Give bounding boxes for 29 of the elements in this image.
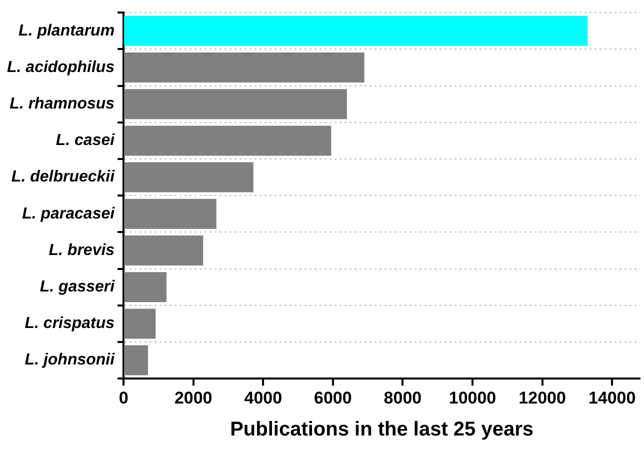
x-tick-label: 12000	[518, 388, 566, 408]
bar	[124, 235, 204, 266]
y-tick-label: L. plantarum	[18, 22, 115, 40]
y-tick-label: L. brevis	[48, 242, 115, 259]
y-tick-label: L. casei	[56, 132, 116, 150]
bar	[124, 126, 332, 156]
x-tick-label: 8000	[384, 388, 422, 408]
x-tick-label: 14000	[588, 388, 636, 408]
bar	[124, 198, 216, 229]
y-tick-label: L. rhamnosus	[10, 96, 115, 113]
y-tick-label: L. acidophilus	[7, 58, 115, 76]
y-tick-label: L. crispatus	[24, 315, 115, 332]
x-tick-label: 0	[118, 388, 128, 408]
bar	[124, 272, 166, 302]
x-axis-title: Publications in the last 25 years	[230, 418, 534, 441]
x-tick-label: 4000	[244, 388, 282, 408]
x-tick-label: 6000	[314, 388, 352, 408]
bar	[124, 162, 254, 192]
bar	[124, 345, 148, 376]
bar	[124, 16, 588, 46]
bar	[124, 308, 156, 339]
y-tick-label: L. gasseri	[40, 278, 116, 296]
y-tick-label: L. delbrueckii	[11, 168, 116, 186]
x-tick-label: 2000	[174, 388, 212, 408]
bar	[124, 89, 347, 120]
y-tick-label: L. paracasei	[22, 205, 116, 222]
y-tick-label: L. johnsonii	[24, 352, 116, 369]
bar	[124, 52, 364, 83]
x-tick-label: 10000	[448, 388, 496, 408]
